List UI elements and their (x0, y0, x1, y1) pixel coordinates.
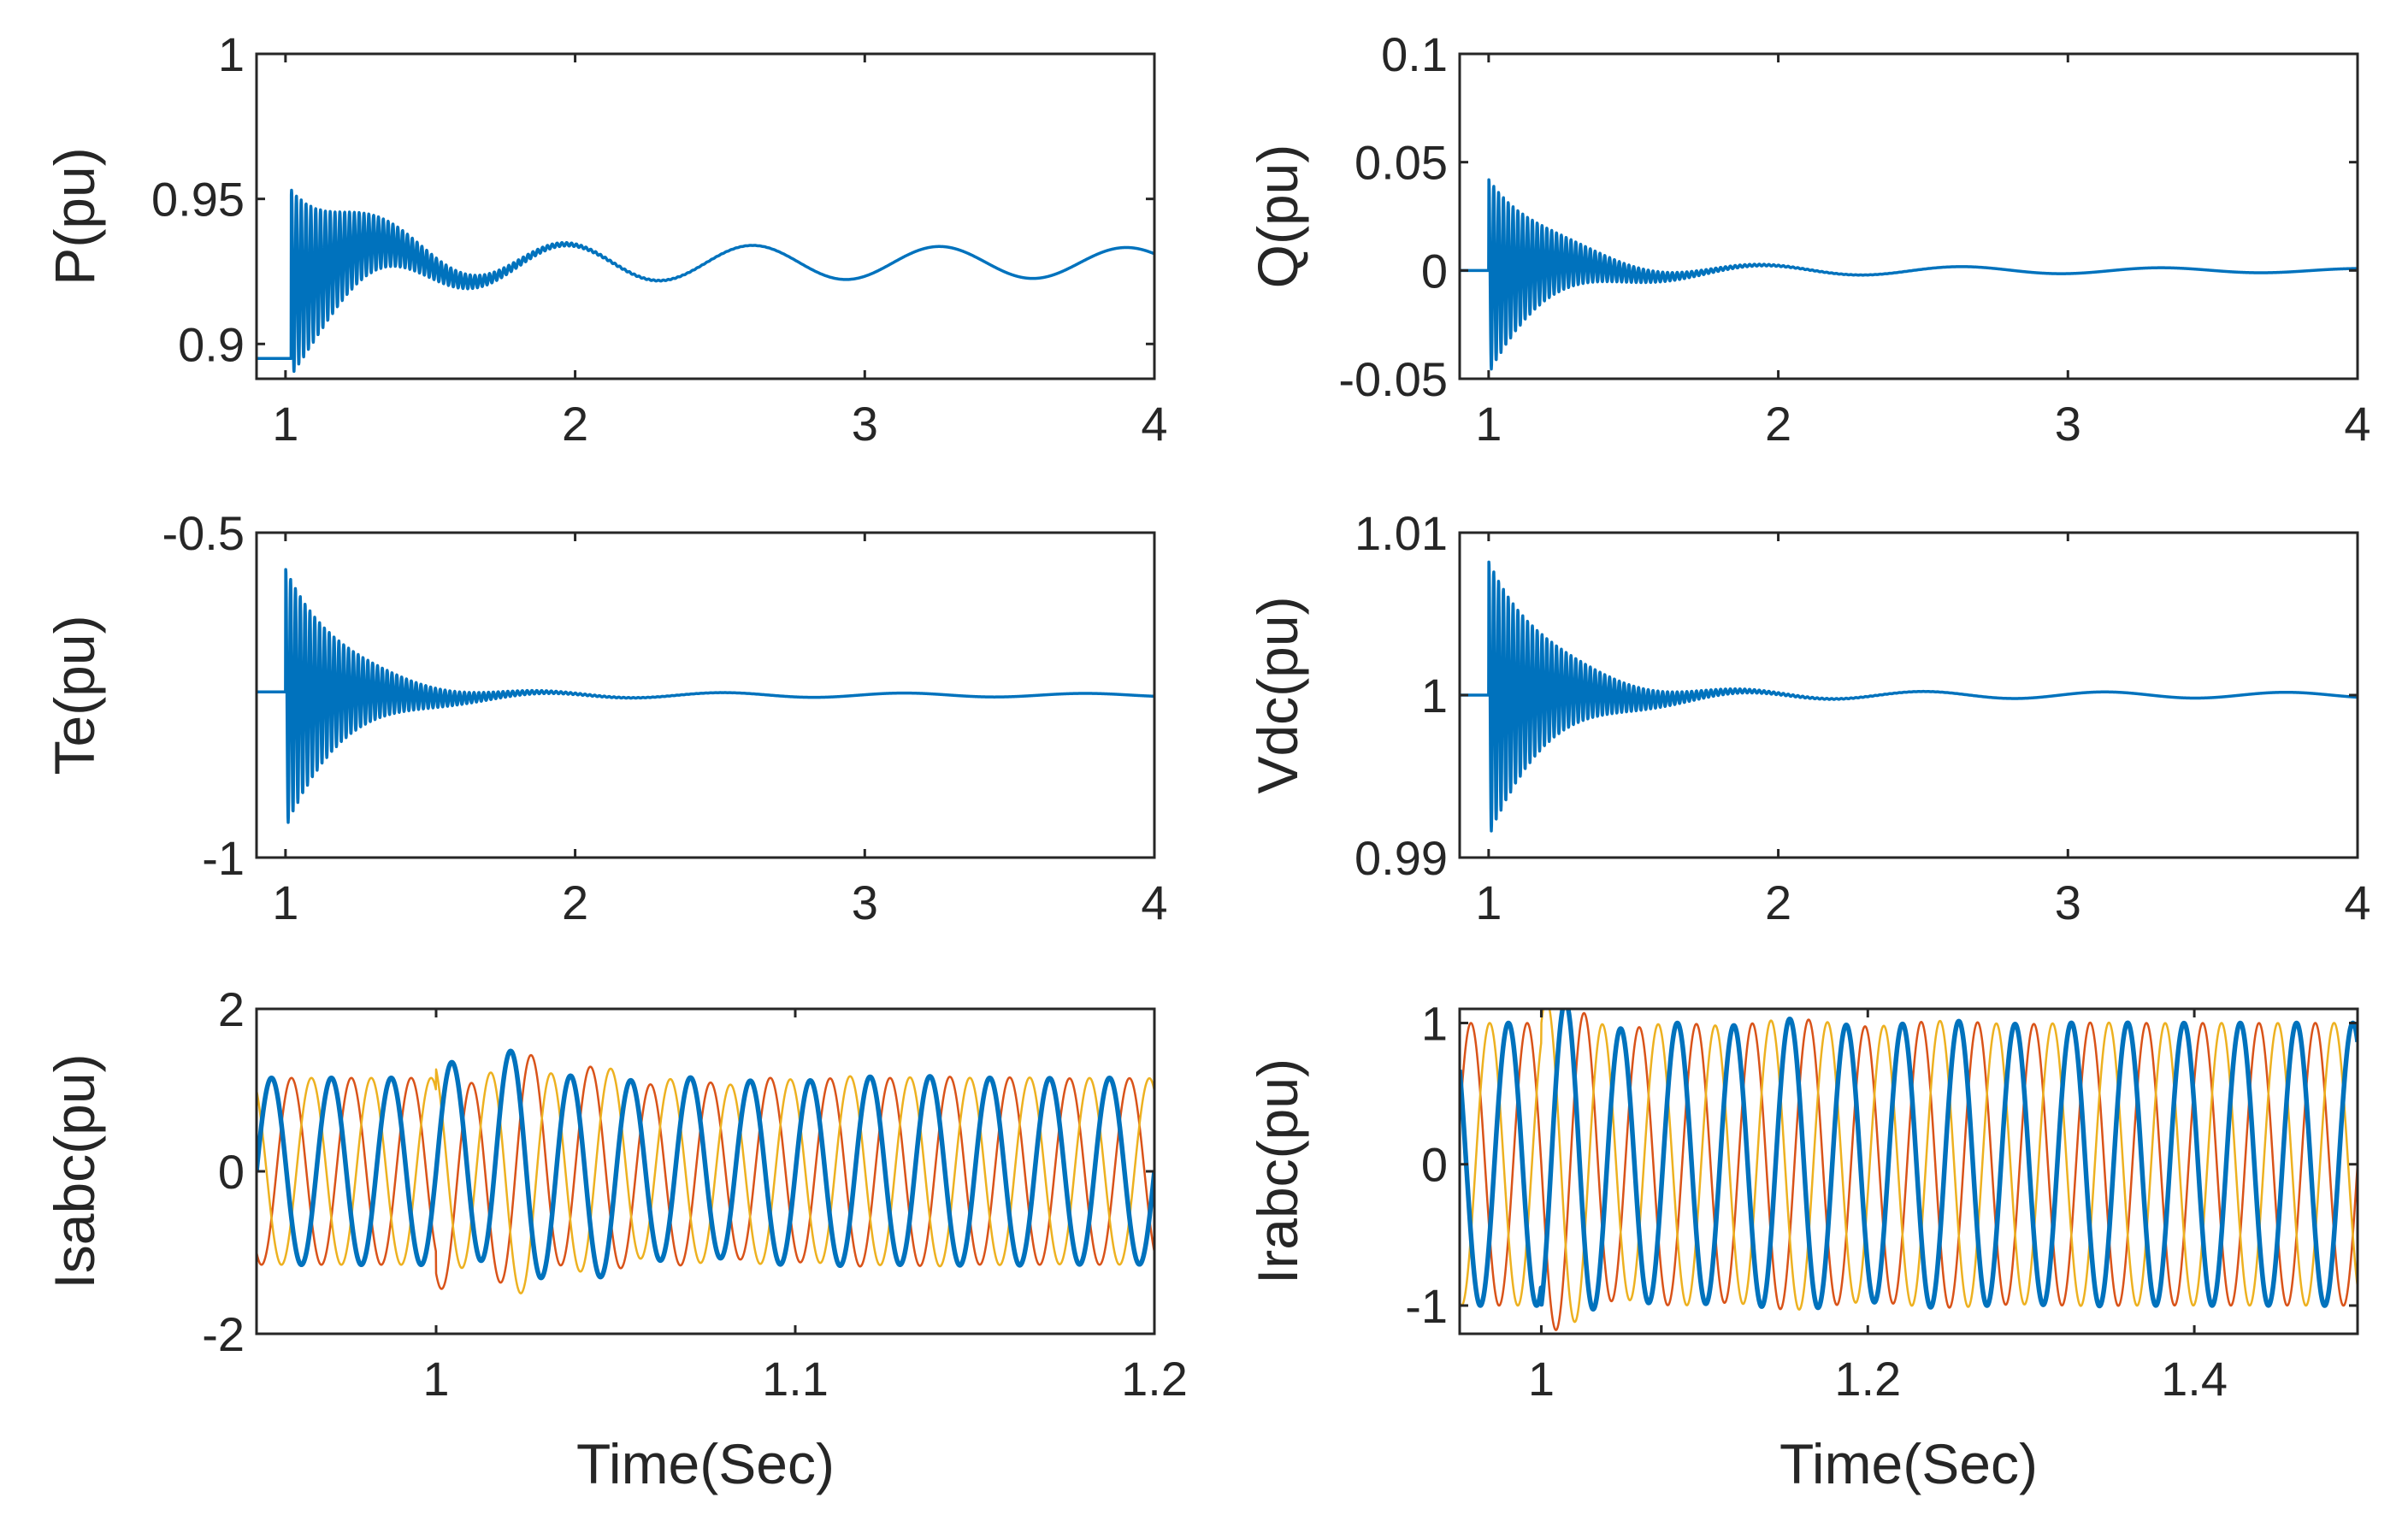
y-axis-label: Irabc(pu) (1246, 1058, 1309, 1284)
chart-q: 1 2 3 4 -0.05 0 0.05 0.1 Q(pu) (1246, 27, 2371, 451)
x-tick-label: 1 (272, 876, 298, 929)
x-tick-label: 1 (1475, 876, 1502, 929)
x-tick-label: 2 (562, 876, 588, 929)
series-line-irb (1460, 1011, 2358, 1331)
y-axis-label: Q(pu) (1246, 144, 1309, 289)
y-tick-label: 1 (1421, 997, 1448, 1051)
x-tick-label: 3 (852, 397, 878, 451)
y-tick-label: 1.01 (1354, 506, 1448, 560)
chart-te: 1 2 3 4 -1 -0.5 Te(pu) (43, 506, 1168, 929)
axes-box (1458, 1007, 2359, 1335)
chart-irabc: 1 1.2 1.4 -1 0 1 Irabc(pu) Time(Sec) (1246, 997, 2359, 1495)
series-line-isb (257, 1053, 1154, 1290)
x-tick-label: 3 (2055, 397, 2081, 451)
y-tick-label: -0.5 (162, 506, 245, 560)
y-tick-label: 1 (1421, 669, 1448, 722)
series-line-isc (257, 1067, 1154, 1294)
y-tick-label: 0.99 (1354, 831, 1448, 885)
y-tick-label: 0 (1421, 244, 1448, 298)
axes-box (255, 531, 1156, 859)
x-tick-label: 4 (2344, 397, 2370, 451)
x-tick-label: 1 (1475, 397, 1502, 451)
x-tick-label: 4 (1141, 397, 1167, 451)
y-axis-label: Vdc(pu) (1246, 596, 1309, 793)
x-tick-label: 1 (1528, 1352, 1555, 1406)
chart-p: 1 2 3 4 0.9 0.95 1 P(pu) (43, 27, 1168, 451)
x-tick-label: 1 (272, 397, 298, 451)
x-axis-label: Time(Sec) (576, 1432, 835, 1495)
y-tick-label: 2 (218, 982, 245, 1036)
axes-box (1458, 52, 2359, 380)
x-tick-label: 2 (562, 397, 588, 451)
chart-isabc: 1 1.1 1.2 -2 0 2 Isabc(pu) Time(Sec) (43, 982, 1188, 1495)
series-line-ira (1460, 1009, 2358, 1312)
x-tick-label: 3 (2055, 876, 2081, 929)
axes-box (255, 52, 1156, 380)
series-line-p (257, 188, 1154, 374)
x-tick-label: 3 (852, 876, 878, 929)
series-line-q (1460, 178, 2358, 371)
x-tick-label: 2 (1765, 397, 1791, 451)
y-tick-label: -1 (202, 831, 245, 885)
y-tick-label: 0 (1421, 1138, 1448, 1192)
y-tick-label: -0.05 (1338, 352, 1448, 406)
x-tick-label: 1.2 (1121, 1352, 1188, 1406)
series-line-vdc (1460, 560, 2358, 833)
y-tick-label: -2 (202, 1307, 245, 1361)
x-axis-label: Time(Sec) (1779, 1432, 2038, 1495)
series-line-irc (1460, 1009, 2358, 1324)
y-tick-label: 1 (218, 27, 245, 81)
chart-vdc: 1 2 3 4 0.99 1 1.01 Vdc(pu) (1246, 506, 2371, 929)
y-tick-label: 0.9 (178, 317, 245, 371)
x-tick-label: 1.2 (1834, 1352, 1901, 1406)
x-tick-label: 4 (1141, 876, 1167, 929)
x-tick-label: 4 (2344, 876, 2370, 929)
y-axis-label: Te(pu) (43, 615, 106, 775)
x-tick-label: 1.1 (762, 1352, 829, 1406)
y-tick-label: -1 (1405, 1279, 1448, 1333)
y-axis-label: Isabc(pu) (43, 1053, 106, 1288)
y-tick-label: 0.1 (1381, 27, 1448, 81)
y-tick-label: 0 (218, 1145, 245, 1199)
series-line-te (257, 568, 1154, 824)
x-tick-label: 2 (1765, 876, 1791, 929)
y-tick-label: 0.95 (151, 173, 245, 227)
y-tick-label: 0.05 (1354, 136, 1448, 190)
series-line-isa (257, 1048, 1154, 1281)
x-tick-label: 1 (422, 1352, 449, 1406)
y-axis-label: P(pu) (43, 147, 106, 285)
x-tick-label: 1.4 (2161, 1352, 2228, 1406)
